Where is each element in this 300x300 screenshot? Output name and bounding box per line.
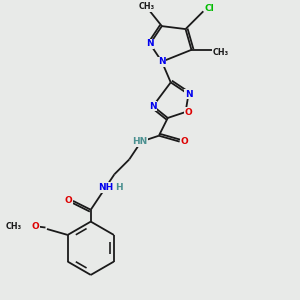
Text: O: O — [31, 221, 39, 230]
Text: HN: HN — [132, 137, 147, 146]
Text: H: H — [115, 183, 123, 192]
Text: N: N — [146, 39, 154, 48]
Text: O: O — [180, 137, 188, 146]
Text: O: O — [65, 196, 72, 206]
Text: NH: NH — [98, 183, 113, 192]
Text: CH₃: CH₃ — [213, 48, 229, 57]
Text: O: O — [184, 107, 192, 116]
Text: N: N — [185, 90, 192, 99]
Text: N: N — [158, 57, 166, 66]
Text: CH₃: CH₃ — [139, 2, 155, 11]
Text: CH₃: CH₃ — [6, 221, 22, 230]
Text: Cl: Cl — [204, 4, 214, 13]
Text: N: N — [149, 102, 157, 111]
